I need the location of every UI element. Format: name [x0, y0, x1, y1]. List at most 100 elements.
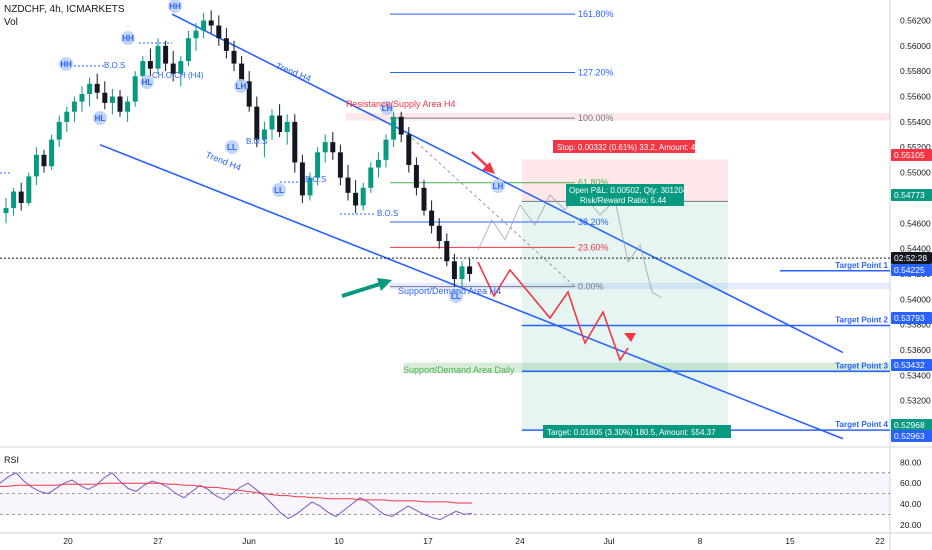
trend-label: Trend H4 — [274, 61, 312, 84]
demand-arrow-head — [377, 278, 392, 291]
zone-label-resistance: Resistance/Supply Area H4 — [346, 99, 456, 109]
candle-body — [284, 121, 290, 133]
candle-body — [444, 241, 450, 262]
trend-line-upper — [171, 13, 844, 354]
candle-body — [132, 76, 138, 102]
candle-body — [87, 83, 93, 94]
price-tick-label: 0.53400 — [900, 370, 931, 380]
chart-header: NZDCHF, 4h, ICMARKETS Vol — [4, 3, 125, 29]
structure-badge — [121, 31, 135, 45]
candle-body — [246, 81, 252, 107]
time-tick-label: Jul — [604, 536, 615, 546]
time-tick-label: 17 — [423, 536, 433, 546]
price-badge-bg — [891, 149, 932, 161]
candle-body — [94, 83, 100, 93]
price-tick-label: 0.53200 — [900, 396, 931, 406]
candle-body — [383, 139, 389, 160]
candle-body — [353, 192, 359, 206]
price-badge: 0.53432 — [894, 360, 925, 370]
rsi-tick-label: 80.00 — [900, 457, 922, 467]
candle-body — [3, 208, 9, 214]
target-label: Target Point 3 — [835, 361, 888, 370]
candle-body — [429, 210, 435, 226]
structure-badge — [272, 183, 286, 197]
candle-body — [406, 134, 412, 165]
candle-body — [375, 159, 381, 168]
candle-body — [18, 191, 24, 203]
candle-body — [413, 164, 419, 188]
symbol-line: NZDCHF, 4h, ICMARKETS — [4, 4, 125, 15]
structure-label: HH — [60, 60, 72, 69]
price-badge: 0.52968 — [894, 420, 925, 430]
candle-body — [178, 61, 184, 74]
candle-body — [201, 20, 207, 31]
rsi-tick-label: 60.00 — [900, 478, 922, 488]
candle-body — [26, 176, 32, 203]
time-tick-label: 24 — [515, 536, 525, 546]
bos-label: CH.O.CH (H4) — [152, 71, 204, 80]
fib-level-label: 161.80% — [578, 9, 614, 19]
time-tick-label: 27 — [153, 536, 163, 546]
fib-level-label: 127.20% — [578, 67, 614, 77]
time-tick-label: 10 — [334, 536, 344, 546]
candle-body — [322, 142, 328, 153]
candle-body — [337, 152, 343, 178]
structure-label: LH — [236, 82, 247, 91]
candle-body — [147, 61, 153, 69]
time-tick-label: 8 — [698, 536, 703, 546]
structure-label: LL — [274, 186, 284, 195]
candle-body — [292, 121, 298, 163]
candle-body — [223, 38, 229, 51]
trend-label: Trend H4 — [204, 150, 242, 173]
candle-body — [208, 20, 214, 26]
target-label: Target Point 2 — [835, 316, 888, 325]
price-tick-label: 0.53600 — [900, 345, 931, 355]
price-badge: 0.53793 — [894, 313, 925, 323]
pnl-label-bg — [566, 184, 684, 206]
structure-badge — [380, 101, 394, 115]
structure-label: LL — [227, 143, 237, 152]
time-tick-label: Jun — [242, 536, 256, 546]
price-tick-label: 0.54400 — [900, 244, 931, 254]
position-reward-zone — [522, 201, 728, 431]
target-amount-label: Target: 0.01805 (3.30%) 180.5, Amount: 5… — [547, 428, 716, 437]
structure-label: HL — [142, 78, 153, 87]
price-tick-label: 0.55600 — [900, 92, 931, 102]
candle-body — [239, 63, 245, 82]
structure-badge — [225, 140, 239, 154]
pnl-label: Open P&L: 0.00502, Qty: 301204 — [569, 186, 688, 195]
candle-body — [193, 30, 199, 39]
support-zone-daily — [404, 362, 890, 373]
candle-body — [421, 187, 427, 211]
rsi-ma-line — [0, 482, 472, 504]
bos-label: B.O.S — [305, 175, 326, 184]
structure-badge — [491, 179, 505, 193]
price-badge-bg — [891, 430, 932, 442]
candle-body — [11, 191, 17, 209]
candle-body — [155, 45, 161, 69]
candle-body — [345, 177, 351, 193]
structure-label: LL — [451, 292, 461, 301]
demand-arrow — [341, 282, 381, 298]
fib-level-label: 23.60% — [578, 242, 609, 252]
zone-label-support-h4: Support/Demand Area H4 — [398, 286, 501, 296]
candle-body — [71, 101, 77, 112]
price-tick-label: 0.56200 — [900, 15, 931, 25]
structure-badge — [234, 79, 248, 93]
price-tick-label: 0.55800 — [900, 66, 931, 76]
candle-body — [261, 129, 267, 140]
candle-body — [254, 106, 260, 140]
structure-badge — [168, 0, 182, 13]
fib-level-label: 61.80% — [578, 178, 609, 188]
structure-label: LH — [382, 104, 393, 113]
supply-arrow — [471, 151, 489, 168]
price-badge: 0.52963 — [894, 431, 925, 441]
structure-badge — [93, 111, 107, 125]
candle-body — [56, 121, 62, 140]
time-tick-label: 15 — [785, 536, 795, 546]
structure-badge — [449, 289, 463, 303]
price-tick-label: 0.54600 — [900, 218, 931, 228]
stop-label: Stop: 0.00332 (0.61%) 33.2, Amount: 490 — [557, 143, 705, 152]
